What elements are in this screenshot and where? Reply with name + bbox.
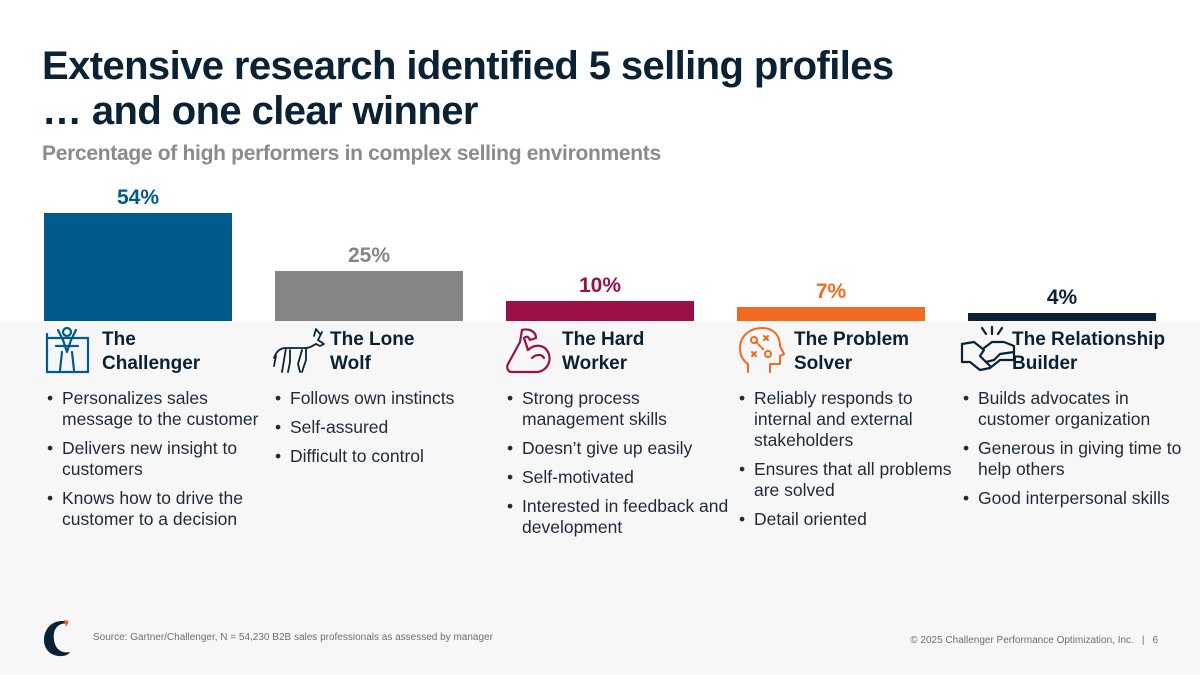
bullet-item: Self-motivated xyxy=(504,467,729,488)
copyright: © 2025 Challenger Performance Optimizati… xyxy=(910,635,1134,646)
bullet-item: Delivers new insight to customers xyxy=(44,438,269,480)
bullet-item: Good interpersonal skills xyxy=(960,488,1192,509)
profile-problem-solver: The Problem Solver Reliably responds to … xyxy=(736,326,961,538)
bullet-list: Builds advocates in customer organizatio… xyxy=(960,388,1192,509)
handshake-icon xyxy=(960,325,1016,376)
bullet-list: Reliably responds to internal and extern… xyxy=(736,388,961,530)
bar-1 xyxy=(275,271,463,321)
profile-name: The Challenger xyxy=(102,329,201,374)
bullet-item: Follows own instincts xyxy=(272,388,497,409)
title-line-2: … and one clear winner xyxy=(42,89,478,133)
flexed-arm-icon xyxy=(504,326,562,376)
bar-0 xyxy=(44,213,232,321)
bar-chart: 54% 25% 10% 7% 4% xyxy=(44,186,1156,321)
challenger-icon xyxy=(44,326,102,376)
bullet-item: Strong process management skills xyxy=(504,388,729,430)
head-strategy-icon xyxy=(736,326,794,376)
bar-4 xyxy=(968,313,1156,321)
bar-2 xyxy=(506,301,694,321)
profile-lone-wolf: The Lone Wolf Follows own instincts Self… xyxy=(272,326,497,475)
bar-3 xyxy=(737,307,925,321)
footer-right: © 2025 Challenger Performance Optimizati… xyxy=(910,635,1158,646)
bar-value-label-0: 54% xyxy=(117,186,159,209)
bullet-item: Detail oriented xyxy=(736,509,961,530)
bullet-item: Difficult to control xyxy=(272,446,497,467)
profile-hard-worker: The Hard Worker Strong process managemen… xyxy=(504,326,729,546)
bullet-item: Ensures that all problems are solved xyxy=(736,459,961,501)
bullet-item: Reliably responds to internal and extern… xyxy=(736,388,961,451)
profile-name: The Relationship Builder xyxy=(1012,329,1166,374)
profile-challenger: The Challenger Personalizes sales messag… xyxy=(44,326,269,538)
bullet-list: Follows own instincts Self-assured Diffi… xyxy=(272,388,497,467)
page-number: 6 xyxy=(1152,635,1158,646)
bullet-item: Doesn’t give up easily xyxy=(504,438,729,459)
profile-name: The Problem Solver xyxy=(794,329,910,374)
bullet-list: Personalizes sales message to the custom… xyxy=(44,388,269,530)
title-line-1: Extensive research identified 5 selling … xyxy=(42,44,894,88)
bullet-item: Generous in giving time to help others xyxy=(960,438,1192,480)
bullet-list: Strong process management skills Doesn’t… xyxy=(504,388,729,538)
wolf-icon xyxy=(272,326,330,376)
bar-value-label-3: 7% xyxy=(816,280,847,303)
page-title: Extensive research identified 5 selling … xyxy=(42,44,894,134)
chart-subtitle: Percentage of high performers in complex… xyxy=(42,142,661,165)
bullet-item: Personalizes sales message to the custom… xyxy=(44,388,269,430)
profile-name: The Lone Wolf xyxy=(330,329,415,374)
bar-value-label-4: 4% xyxy=(1047,286,1078,309)
bullet-item: Builds advocates in customer organizatio… xyxy=(960,388,1192,430)
bullet-item: Interested in feedback and development xyxy=(504,496,729,538)
profile-name: The Hard Worker xyxy=(562,329,645,374)
bar-value-label-2: 10% xyxy=(579,274,621,297)
footer-separator: | xyxy=(1141,635,1145,646)
bar-value-label-1: 25% xyxy=(348,244,390,267)
bullet-item: Self-assured xyxy=(272,417,497,438)
source-note: Source: Gartner/Challenger, N = 54,230 B… xyxy=(93,632,493,643)
bullet-item: Knows how to drive the customer to a dec… xyxy=(44,488,269,530)
profile-relationship-builder: The Relationship Builder Builds advocate… xyxy=(960,325,1192,517)
challenger-c-logo-icon xyxy=(43,620,70,657)
